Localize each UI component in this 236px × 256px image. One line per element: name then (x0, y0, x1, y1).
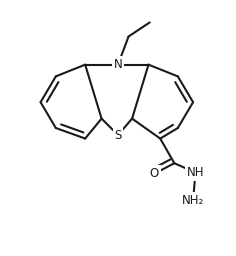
Text: N: N (114, 58, 122, 71)
Text: NH₂: NH₂ (182, 194, 204, 207)
Text: NH: NH (187, 166, 204, 179)
Text: S: S (114, 129, 122, 142)
Text: O: O (150, 167, 159, 180)
